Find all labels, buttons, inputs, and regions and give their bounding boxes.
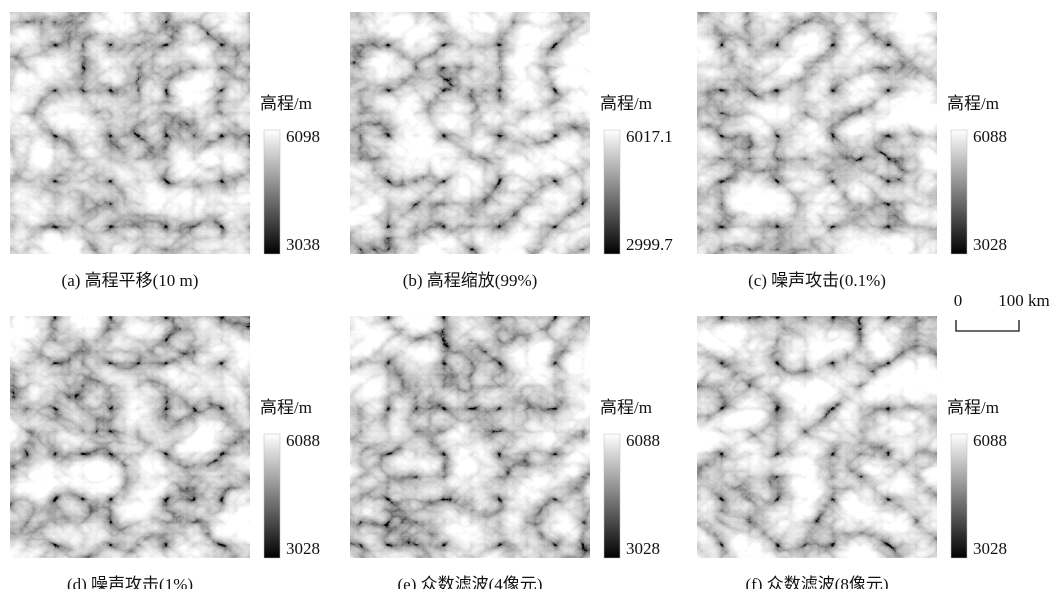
elevation-map (697, 12, 937, 254)
legend-max: 6098 (286, 127, 320, 146)
legend-max: 6088 (626, 431, 660, 450)
figure: 0 100 km 高程/m 6098 3038 (a) 高程平移(10 m) 高程/m 6… (0, 0, 1057, 589)
legend-min: 3028 (973, 539, 1007, 558)
scale-bar: 0 100 km (954, 291, 1050, 331)
elevation-map (350, 12, 590, 254)
legend-min: 3028 (973, 235, 1007, 254)
elevation-map (10, 316, 250, 558)
legend-title: 高程/m (947, 398, 999, 417)
legend-title: 高程/m (260, 398, 312, 417)
color-bar (604, 130, 620, 254)
legend-title: 高程/m (947, 94, 999, 113)
caption: (d) 噪声攻击(1%) (67, 575, 193, 589)
legend-min: 2999.7 (626, 235, 673, 254)
color-bar (951, 130, 967, 254)
color-bar (951, 434, 967, 558)
scale-label: 100 km (998, 291, 1049, 310)
color-bar (264, 434, 280, 558)
scale-line (956, 320, 1019, 331)
legend-max: 6088 (973, 431, 1007, 450)
legend-max: 6088 (286, 431, 320, 450)
page: {"panels": [ {"caption": "(a) 高程平移(10 m)… (0, 0, 1057, 589)
legend-min: 3028 (286, 539, 320, 558)
elevation-map (350, 316, 590, 558)
legend-title: 高程/m (600, 94, 652, 113)
legend-min: 3038 (286, 235, 320, 254)
caption: (e) 众数滤波(4像元) (398, 575, 543, 589)
elevation-map (10, 12, 250, 254)
legend-max: 6017.1 (626, 127, 673, 146)
legend-max: 6088 (973, 127, 1007, 146)
caption: (b) 高程缩放(99%) (403, 271, 538, 290)
scale-label: 0 (954, 291, 963, 310)
color-bar (604, 434, 620, 558)
caption: (a) 高程平移(10 m) (62, 271, 199, 290)
caption: (f) 众数滤波(8像元) (745, 575, 888, 589)
color-bar (264, 130, 280, 254)
elevation-map (697, 316, 937, 558)
caption: (c) 噪声攻击(0.1%) (748, 271, 886, 290)
legend-min: 3028 (626, 539, 660, 558)
legend-title: 高程/m (600, 398, 652, 417)
legend-title: 高程/m (260, 94, 312, 113)
